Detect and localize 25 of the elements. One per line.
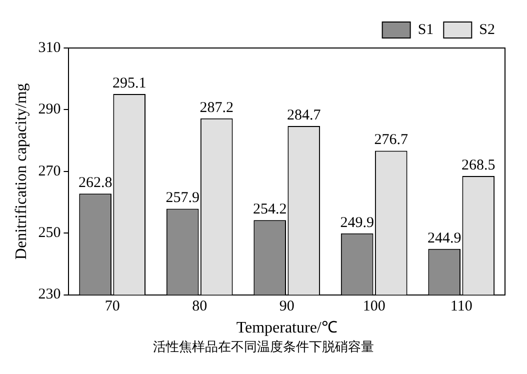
y-tick-label: 290 xyxy=(38,102,61,118)
x-tick-label: 70 xyxy=(104,298,120,315)
x-tick-label: 100 xyxy=(362,298,386,315)
data-label: 254.2 xyxy=(252,202,287,218)
text: 活性焦样品在不同温度条件下脱硝容量 xyxy=(152,339,375,356)
data-label: 257.9 xyxy=(166,190,200,206)
data-label: 262.8 xyxy=(78,175,112,192)
data-label: 276.7 xyxy=(374,132,408,148)
y-tick-label: 270 xyxy=(38,163,61,180)
y-tick-label: 230 xyxy=(38,286,61,303)
data-label: 268.5 xyxy=(462,157,496,174)
data-label: 244.9 xyxy=(427,230,462,246)
data-label: 287.2 xyxy=(200,100,234,116)
y-axis-title: Denitrification capacity/mg xyxy=(12,83,30,260)
legend-label: S2 xyxy=(479,22,495,38)
data-label: 295.1 xyxy=(112,75,146,92)
x-tick-label: 80 xyxy=(192,298,208,315)
data-label: 284.7 xyxy=(286,107,322,124)
data-label: 249.9 xyxy=(340,214,374,231)
x-tick-label: 110 xyxy=(450,298,472,315)
legend-label: S1 xyxy=(418,22,434,38)
y-tick-label: 250 xyxy=(38,225,61,242)
y-tick-label: 310 xyxy=(38,40,61,56)
x-axis-title: Temperature/℃ xyxy=(236,320,338,337)
x-tick-label: 90 xyxy=(279,298,294,315)
